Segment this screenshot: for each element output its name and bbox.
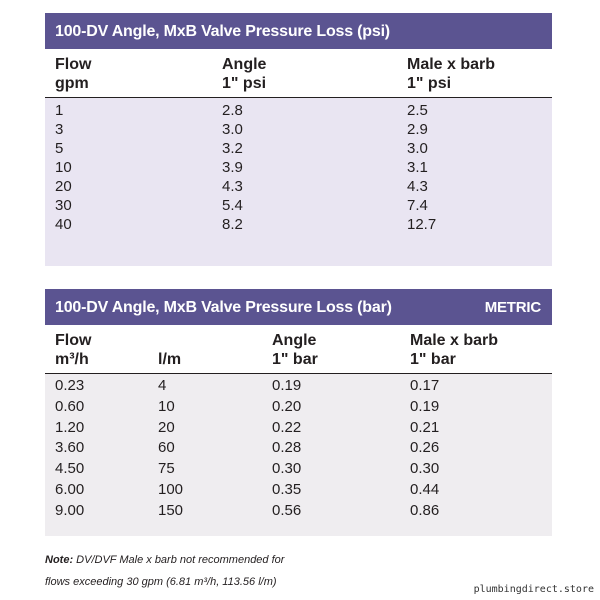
table-cell: 0.22 [272, 418, 302, 436]
table-row: 5 3.2 3.0 [45, 139, 552, 158]
table-row: 20 4.3 4.3 [45, 177, 552, 196]
table-cell: 0.28 [272, 439, 302, 457]
table-cell: 4 [158, 377, 167, 394]
table-cell: 20 [158, 418, 175, 436]
table-cell: 4.3 [407, 178, 428, 195]
header-flow-m3h: Flow m³/h [55, 332, 92, 368]
table-cell: 0.19 [272, 377, 302, 394]
table-cell: 3 [55, 121, 64, 138]
table-row: 1 2.8 2.5 [45, 101, 552, 120]
table-cell: 100 [158, 480, 184, 498]
psi-table-body: 1 2.8 2.5 3 3.0 2.9 5 3.2 3.0 10 3.9 3.1 20 4.3 4.3 30 5… [45, 98, 552, 234]
table-cell: 2.5 [407, 102, 428, 119]
psi-table-title-text: 100-DV Angle, MxB Valve Pressure Loss (p… [55, 23, 390, 40]
table-cell: 0.20 [272, 397, 302, 415]
table-cell: 4.3 [222, 178, 243, 195]
header-lm: l/m [158, 351, 182, 368]
table-cell: 6.00 [55, 480, 85, 498]
table-cell: 3.60 [55, 439, 85, 457]
bar-table-title-text: 100-DV Angle, MxB Valve Pressure Loss (b… [55, 299, 392, 316]
table-cell: 5.4 [222, 197, 243, 214]
table-cell: 7.4 [407, 197, 428, 214]
header-male-barb-psi: Male x barb 1" psi [407, 56, 496, 92]
table-cell: 10 [158, 397, 175, 415]
header-angle-bar: Angle 1" bar [272, 332, 318, 368]
table-row: 40 8.2 12.7 [45, 215, 552, 234]
table-cell: 0.86 [410, 501, 440, 519]
table-cell: 0.35 [272, 480, 302, 498]
table-cell: 8.2 [222, 216, 243, 233]
footnote: Note: DV/DVF Male x barb not recommended… [45, 549, 465, 593]
table-row: 6.00 100 0.35 0.44 [45, 480, 552, 501]
table-cell: 3.0 [407, 140, 428, 157]
note-line1: DV/DVF Male x barb not recommended for [73, 554, 285, 566]
table-cell: 40 [55, 216, 72, 233]
table-row: 0.60 10 0.20 0.19 [45, 397, 552, 418]
table-cell: 0.30 [272, 460, 302, 478]
table-row: 30 5.4 7.4 [45, 196, 552, 215]
table-cell: 3.9 [222, 159, 243, 176]
psi-table-title: 100-DV Angle, MxB Valve Pressure Loss (p… [45, 13, 552, 49]
table-cell: 4.50 [55, 460, 85, 478]
table-cell: 150 [158, 501, 184, 519]
table-cell: 60 [158, 439, 175, 457]
metric-badge: METRIC [484, 299, 541, 316]
table-cell: 0.21 [410, 418, 440, 436]
table-cell: 0.56 [272, 501, 302, 519]
table-cell: 0.19 [410, 397, 440, 415]
table-cell: 3.0 [222, 121, 243, 138]
table-row: 4.50 75 0.30 0.30 [45, 459, 552, 480]
bar-table-header: Flow m³/h l/m Angle 1" bar Male x barb 1… [45, 325, 552, 374]
table-cell: 0.26 [410, 439, 440, 457]
table-cell: 5 [55, 140, 64, 157]
table-cell: 1.20 [55, 418, 85, 436]
header-angle-psi: Angle 1" psi [222, 56, 267, 92]
header-male-barb-bar: Male x barb 1" bar [410, 332, 499, 368]
bar-table-title: 100-DV Angle, MxB Valve Pressure Loss (b… [45, 289, 552, 325]
table-cell: 3.2 [222, 140, 243, 157]
note-label: Note: [45, 554, 74, 566]
watermark: plumbingdirect.store [473, 584, 594, 595]
table-cell: 0.60 [55, 397, 85, 415]
table-cell: 0.17 [410, 377, 440, 394]
table-row: 3 3.0 2.9 [45, 120, 552, 139]
table-cell: 2.9 [407, 121, 428, 138]
table-cell: 0.44 [410, 480, 440, 498]
note-line2: flows exceeding 30 gpm (6.81 m³/h, 113.5… [45, 576, 277, 588]
table-cell: 0.30 [410, 460, 440, 478]
table-row: 3.60 60 0.28 0.26 [45, 438, 552, 459]
table-cell: 20 [55, 178, 72, 195]
psi-pressure-loss-table: 100-DV Angle, MxB Valve Pressure Loss (p… [45, 13, 552, 266]
table-cell: 2.8 [222, 102, 243, 119]
bar-pressure-loss-table: 100-DV Angle, MxB Valve Pressure Loss (b… [45, 289, 552, 536]
table-cell: 30 [55, 197, 72, 214]
table-cell: 12.7 [407, 216, 437, 233]
table-row: 9.00 150 0.56 0.86 [45, 501, 552, 522]
table-cell: 3.1 [407, 159, 428, 176]
table-cell: 1 [55, 102, 64, 119]
table-row: 10 3.9 3.1 [45, 158, 552, 177]
table-row: 0.23 4 0.19 0.17 [45, 376, 552, 397]
header-flow-gpm: Flow gpm [55, 56, 92, 92]
psi-table-header: Flow gpm Angle 1" psi Male x barb 1" psi [45, 49, 552, 98]
bar-table-body: 0.23 4 0.19 0.17 0.60 10 0.20 0.19 1.20 20 0.22 0.2… [45, 374, 552, 522]
table-cell: 10 [55, 159, 72, 176]
table-cell: 0.23 [55, 377, 85, 394]
table-cell: 75 [158, 460, 175, 478]
table-cell: 9.00 [55, 501, 85, 519]
table-row: 1.20 20 0.22 0.21 [45, 418, 552, 439]
